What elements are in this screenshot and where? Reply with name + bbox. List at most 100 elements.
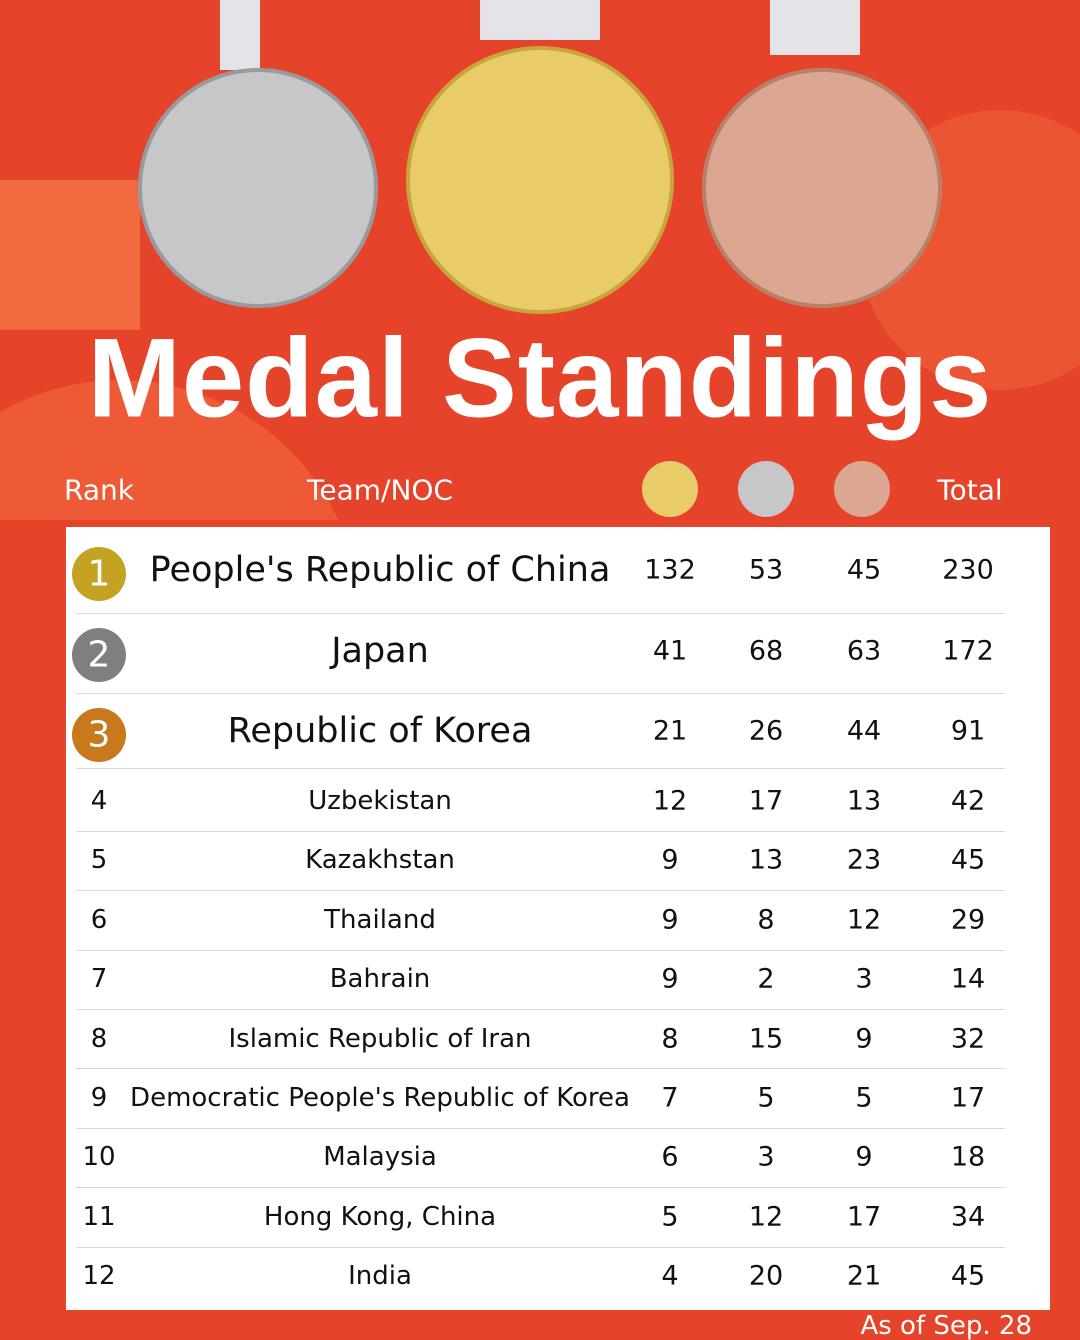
rank: 12 bbox=[82, 1261, 116, 1292]
rank: 6 bbox=[90, 904, 108, 935]
cell: 17 bbox=[846, 1201, 882, 1233]
team-name: Democratic People's Republic of Korea bbox=[130, 1083, 630, 1113]
silver-medal bbox=[138, 68, 378, 308]
team-name: Japan bbox=[331, 631, 429, 671]
cell: 14 bbox=[950, 963, 986, 995]
rank-badge bbox=[72, 708, 126, 762]
cell: 34 bbox=[950, 1201, 986, 1233]
team-name: Hong Kong, China bbox=[263, 1201, 497, 1232]
row-separator bbox=[76, 1246, 1005, 1248]
row-separator bbox=[76, 1008, 1005, 1010]
row-separator bbox=[76, 890, 1005, 892]
cell: 9 bbox=[661, 844, 679, 876]
rank: 1 bbox=[87, 553, 111, 595]
cell: 6 bbox=[661, 1141, 679, 1173]
cell: 91 bbox=[950, 715, 986, 747]
team-name: Bahrain bbox=[329, 964, 431, 995]
cell: 12 bbox=[748, 1201, 784, 1233]
bronze-icon bbox=[834, 461, 890, 517]
ribbon bbox=[220, 0, 260, 70]
cell: 4 bbox=[661, 1260, 679, 1292]
column-header: Team/NOC bbox=[307, 473, 453, 507]
rank: 8 bbox=[90, 1023, 108, 1054]
cell: 7 bbox=[661, 1082, 679, 1114]
cell: 18 bbox=[950, 1141, 986, 1173]
team-name: Thailand bbox=[324, 904, 436, 935]
cell: 2 bbox=[757, 963, 775, 995]
cell: 32 bbox=[950, 1023, 986, 1055]
cell: 132 bbox=[644, 554, 696, 586]
row-separator bbox=[76, 1187, 1005, 1189]
cell: 17 bbox=[748, 785, 784, 817]
cell: 8 bbox=[757, 904, 775, 936]
bg-shape bbox=[0, 380, 339, 520]
rank: 7 bbox=[90, 964, 108, 995]
team-name: Republic of Korea bbox=[227, 711, 533, 751]
bg-shape bbox=[0, 180, 140, 330]
cell: 12 bbox=[846, 904, 882, 936]
cell: 21 bbox=[652, 715, 688, 747]
cell: 15 bbox=[748, 1023, 784, 1055]
cell: 23 bbox=[846, 844, 882, 876]
cell: 17 bbox=[950, 1082, 986, 1114]
table bbox=[66, 527, 1050, 1310]
team-name: Malaysia bbox=[323, 1142, 437, 1173]
cell: 9 bbox=[661, 904, 679, 936]
rank: 5 bbox=[90, 845, 108, 876]
team-name: Islamic Republic of Iran bbox=[228, 1023, 532, 1054]
column-header: Total bbox=[937, 473, 1003, 507]
cell: 45 bbox=[846, 554, 882, 586]
rank: 10 bbox=[82, 1142, 116, 1173]
decor bbox=[0, 0, 1080, 520]
cell: 63 bbox=[846, 635, 882, 667]
column-header: Rank bbox=[64, 473, 134, 507]
rank: 11 bbox=[82, 1201, 116, 1232]
cell: 3 bbox=[757, 1141, 775, 1173]
team-name: India bbox=[348, 1261, 412, 1292]
cell: 26 bbox=[748, 715, 784, 747]
footnote: As of Sep. 28 bbox=[860, 1311, 1032, 1340]
rank: 3 bbox=[87, 714, 111, 756]
rank: 9 bbox=[90, 1083, 108, 1113]
row-separator bbox=[76, 1068, 1005, 1070]
ribbon bbox=[480, 0, 600, 40]
cell: 5 bbox=[855, 1082, 873, 1114]
rank-badge bbox=[72, 547, 126, 601]
team-name: People's Republic of China bbox=[149, 550, 611, 590]
cell: 53 bbox=[748, 554, 784, 586]
cell: 68 bbox=[748, 635, 784, 667]
cell: 5 bbox=[757, 1082, 775, 1114]
cell: 44 bbox=[846, 715, 882, 747]
cell: 9 bbox=[855, 1023, 873, 1055]
cell: 45 bbox=[950, 844, 986, 876]
bronze-medal bbox=[702, 68, 942, 308]
rank-badge bbox=[72, 628, 126, 682]
row-separator bbox=[76, 768, 1005, 769]
cell: 12 bbox=[652, 785, 688, 817]
cell: 41 bbox=[652, 635, 688, 667]
cell: 21 bbox=[846, 1260, 882, 1292]
team-name: Uzbekistan bbox=[308, 786, 452, 816]
cell: 3 bbox=[855, 963, 873, 995]
cell: 20 bbox=[748, 1260, 784, 1292]
ribbon bbox=[770, 0, 860, 55]
cell: 9 bbox=[661, 963, 679, 995]
cell: 29 bbox=[950, 904, 986, 936]
title: Medal Standings bbox=[87, 315, 993, 441]
cell: 13 bbox=[846, 785, 882, 817]
row-separator bbox=[76, 693, 1005, 694]
gold-medal bbox=[406, 46, 674, 314]
cell: 45 bbox=[950, 1260, 986, 1292]
row-separator bbox=[76, 830, 1005, 832]
cell: 172 bbox=[942, 635, 994, 667]
cell: 13 bbox=[748, 844, 784, 876]
silver-icon bbox=[738, 461, 794, 517]
rank: 2 bbox=[87, 634, 111, 676]
cell: 42 bbox=[950, 785, 986, 817]
gold-icon bbox=[642, 461, 698, 517]
row-separator bbox=[76, 949, 1005, 951]
cell: 9 bbox=[855, 1141, 873, 1173]
cell: 8 bbox=[661, 1023, 679, 1055]
rank: 4 bbox=[90, 786, 108, 816]
